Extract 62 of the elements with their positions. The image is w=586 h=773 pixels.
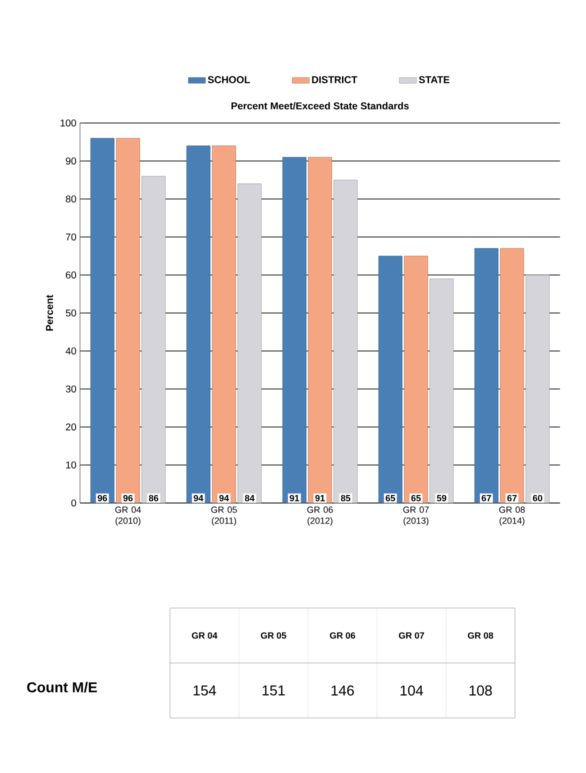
y-tick-label: 60 <box>66 271 76 279</box>
data-label: 59 <box>436 494 446 502</box>
y-tick-label: 90 <box>66 157 76 165</box>
bar <box>404 256 428 503</box>
chart-title: Percent Meet/Exceed State Standards <box>232 102 409 110</box>
x-tick-label: GR 04 (2010) <box>115 506 141 526</box>
data-label: 91 <box>315 494 325 502</box>
text: Count M/E <box>27 682 97 693</box>
y-tick-label: 20 <box>66 423 76 431</box>
data-label: 104 <box>400 685 424 696</box>
bar <box>116 138 140 503</box>
data-label: 67 <box>482 494 491 502</box>
y-tick-label: 80 <box>66 195 76 203</box>
data-label: 91 <box>290 494 300 502</box>
bar <box>474 248 498 503</box>
data-label: 96 <box>123 494 133 502</box>
y-tick-label: 40 <box>66 347 76 355</box>
y-tick-label: 50 <box>66 309 76 317</box>
data-label: 84 <box>244 494 255 502</box>
bar <box>308 156 332 503</box>
bar <box>334 180 358 503</box>
data-label: 154 <box>194 685 216 696</box>
bar <box>212 146 236 503</box>
bar <box>526 274 550 503</box>
category-label: GR 07 <box>398 632 424 639</box>
y-tick-label: 100 <box>60 119 76 127</box>
category-label: GR 08 <box>468 632 494 639</box>
category-label: GR 05 <box>260 632 286 639</box>
data-label: 94 <box>194 494 204 502</box>
y-tick-label: 0 <box>71 499 76 507</box>
data-label: 108 <box>470 685 492 696</box>
data-label: 146 <box>332 685 354 696</box>
legend-label: STATE <box>418 76 450 84</box>
x-tick-label: GR 05 (2011) <box>211 506 237 526</box>
bar <box>90 138 114 503</box>
data-label: 96 <box>98 494 108 502</box>
data-label: 86 <box>148 494 158 502</box>
bar <box>186 146 210 503</box>
x-tick-label: GR 07 (2013) <box>403 506 429 526</box>
y-tick-label: 30 <box>66 385 76 393</box>
bar <box>238 184 262 503</box>
legend-label: DISTRICT <box>312 76 358 84</box>
category-label: GR 06 <box>330 632 356 639</box>
y-tick-label: 10 <box>66 461 76 469</box>
y-axis-title: Percent <box>46 294 54 331</box>
data-label: 60 <box>532 494 542 502</box>
data-label: 151 <box>262 685 285 696</box>
bar <box>430 278 454 503</box>
data-label: 94 <box>219 494 229 502</box>
data-label: 65 <box>386 494 396 502</box>
y-tick-label: 70 <box>66 233 76 241</box>
data-label: 67 <box>507 494 517 502</box>
bar <box>500 248 524 503</box>
data-label: 85 <box>340 494 350 502</box>
x-tick-label: GR 08 (2014) <box>499 506 525 526</box>
bar <box>142 176 166 503</box>
bar <box>282 156 306 503</box>
category-label: GR 04 <box>192 632 218 639</box>
data-label: 65 <box>411 494 421 502</box>
x-tick-label: GR 06 (2012) <box>307 506 333 526</box>
bar <box>378 256 402 503</box>
legend-label: SCHOOL <box>208 76 250 84</box>
